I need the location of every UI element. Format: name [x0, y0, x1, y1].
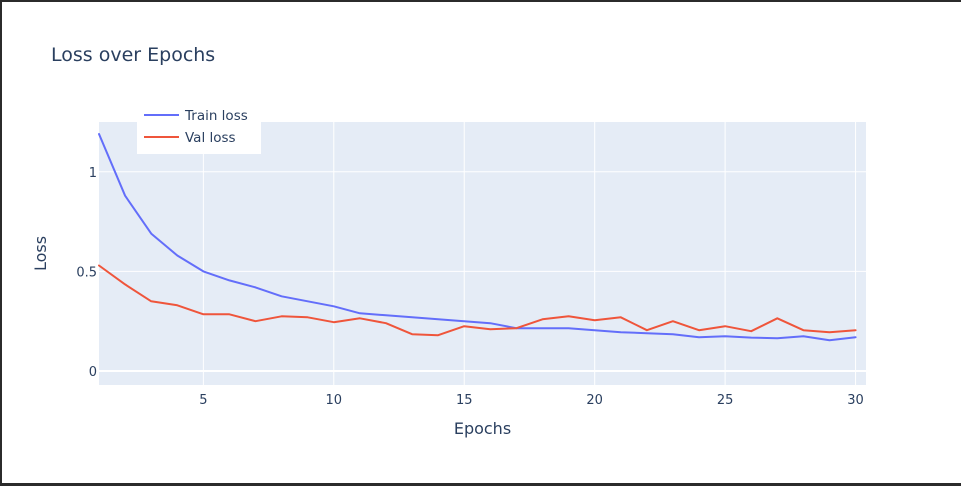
legend-label-val: Val loss [185, 130, 236, 146]
val-loss-line [98, 264, 857, 337]
x-tick-label: 10 [326, 393, 343, 408]
train-loss-line [98, 133, 857, 342]
series-lines [98, 133, 857, 342]
x-axis-title: Epochs [454, 419, 511, 438]
x-tick-label: 15 [456, 393, 473, 408]
gridlines [99, 122, 866, 385]
y-tick-label: 0.5 [76, 265, 97, 280]
x-tick-label: 25 [717, 393, 734, 408]
y-tick-label: 0 [89, 365, 97, 380]
chart-title: Loss over Epochs [51, 44, 215, 66]
x-tick-label: 20 [586, 393, 603, 408]
y-axis-title: Loss [31, 236, 50, 271]
plot-area [99, 122, 866, 385]
legend-label-train: Train loss [184, 108, 248, 124]
legend-box [137, 104, 261, 154]
tick-labels: 5 10 15 20 25 30 0 0.5 1 [76, 166, 864, 408]
x-tick-label: 30 [847, 393, 864, 408]
y-tick-label: 1 [89, 166, 97, 181]
legend[interactable]: Train loss Val loss [137, 104, 261, 154]
x-tick-label: 5 [199, 393, 207, 408]
